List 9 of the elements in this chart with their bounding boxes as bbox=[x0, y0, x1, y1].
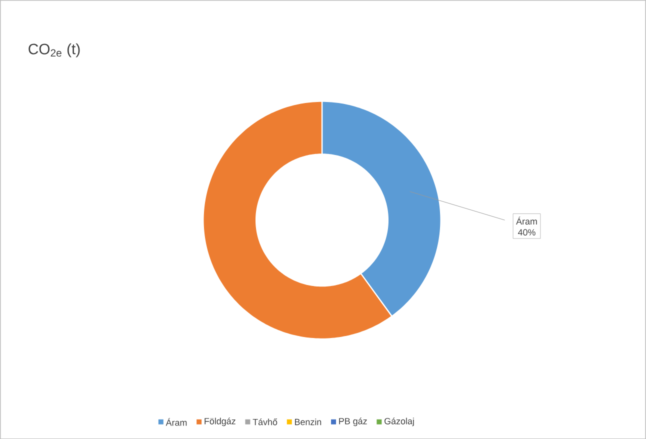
legend-label: PB gáz bbox=[339, 418, 367, 426]
data-label: 40% bbox=[518, 229, 536, 236]
legend-label: Áram bbox=[166, 418, 187, 426]
chart-title: CO$_{2e}$ (t) bbox=[28, 43, 80, 58]
legend-label: Távhő bbox=[252, 418, 278, 426]
legend-label: Benzin bbox=[295, 418, 322, 426]
slice-label: Áram bbox=[516, 216, 537, 224]
legend-label: Földgáz bbox=[204, 418, 236, 426]
legend-label: Gázolaj bbox=[384, 418, 414, 426]
